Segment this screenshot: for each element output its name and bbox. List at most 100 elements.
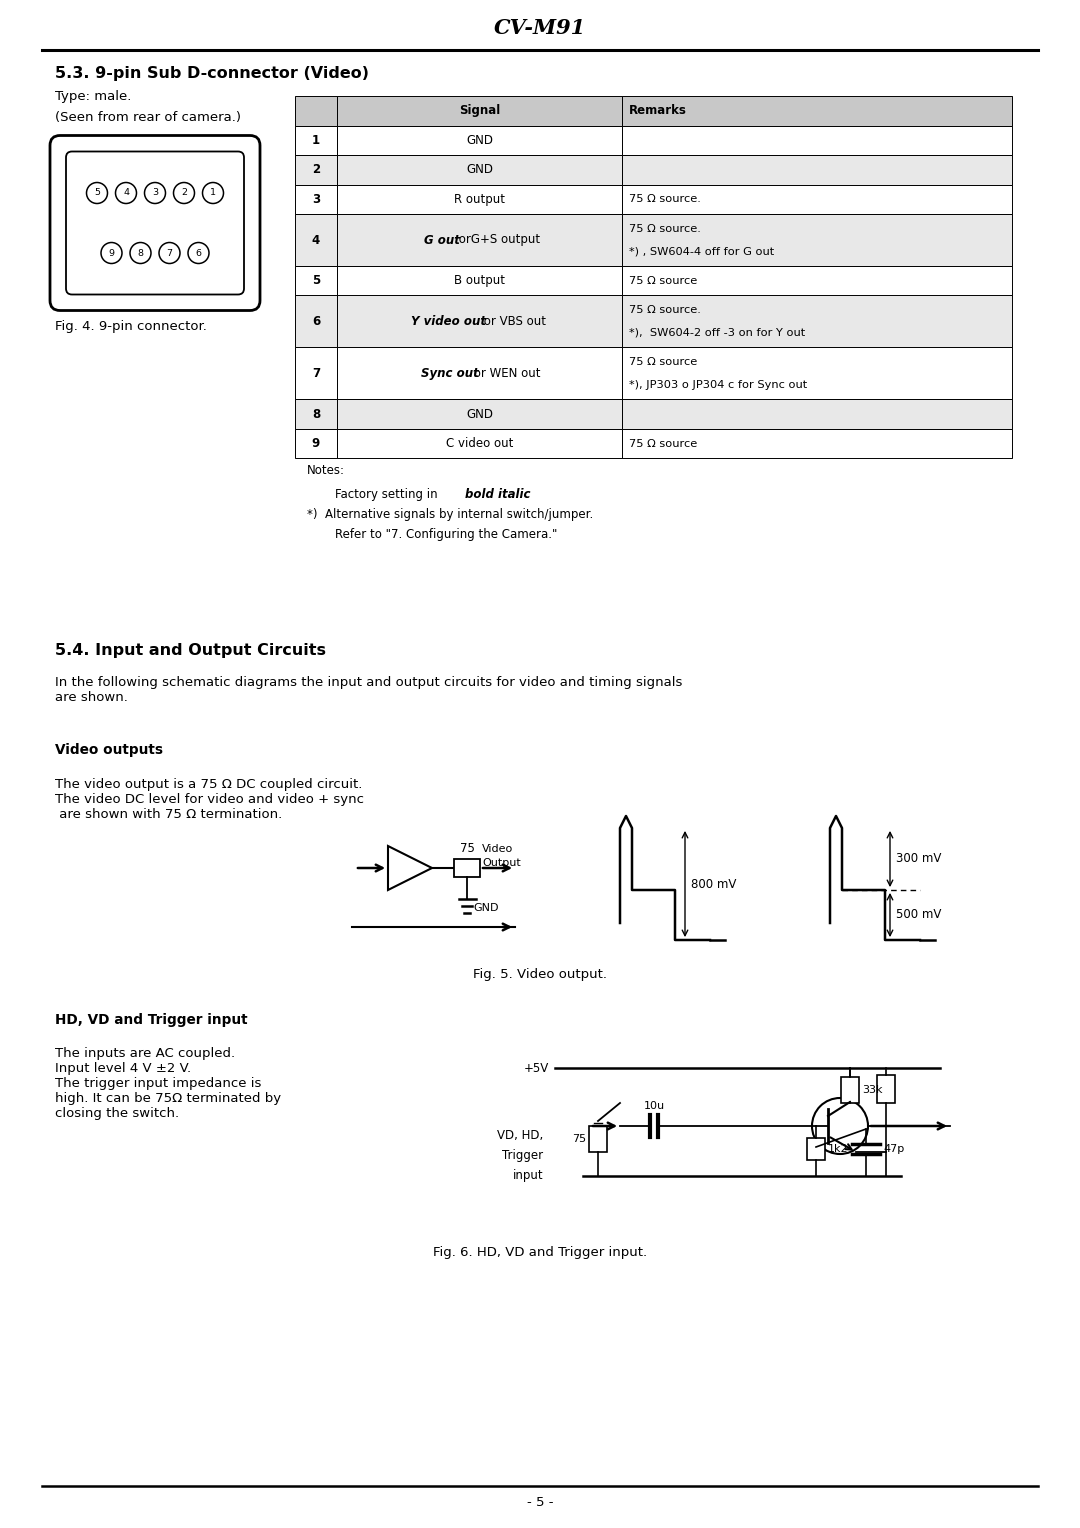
Text: .: . bbox=[525, 489, 529, 501]
Text: 1k2: 1k2 bbox=[828, 1144, 849, 1154]
Text: 2: 2 bbox=[312, 163, 320, 176]
Bar bbox=[841, 1077, 859, 1103]
Circle shape bbox=[159, 243, 180, 263]
Text: 3: 3 bbox=[152, 188, 158, 197]
Text: 2: 2 bbox=[181, 188, 187, 197]
Circle shape bbox=[174, 182, 194, 203]
Text: Y video out: Y video out bbox=[411, 315, 486, 329]
Text: 4: 4 bbox=[123, 188, 129, 197]
Text: 75 Ω source: 75 Ω source bbox=[629, 358, 698, 367]
Text: Video: Video bbox=[482, 843, 513, 854]
Text: Signal: Signal bbox=[459, 104, 500, 118]
Bar bbox=[295, 429, 337, 458]
Text: input: input bbox=[512, 1169, 543, 1183]
Bar bbox=[337, 125, 622, 154]
Text: 75 Ω source: 75 Ω source bbox=[629, 439, 698, 449]
Bar bbox=[622, 399, 1012, 429]
Text: 500 mV: 500 mV bbox=[896, 909, 942, 921]
Bar bbox=[295, 214, 337, 266]
Text: - 5 -: - 5 - bbox=[527, 1496, 553, 1510]
Text: 75 Ω source: 75 Ω source bbox=[629, 275, 698, 286]
Text: 3: 3 bbox=[312, 193, 320, 206]
Text: 8: 8 bbox=[137, 249, 144, 258]
Text: The video output is a 75 Ω DC coupled circuit.
The video DC level for video and : The video output is a 75 Ω DC coupled ci… bbox=[55, 778, 364, 821]
Bar bbox=[337, 295, 622, 347]
Bar bbox=[622, 429, 1012, 458]
Text: Refer to "7. Configuring the Camera.": Refer to "7. Configuring the Camera." bbox=[335, 529, 557, 541]
Text: GND: GND bbox=[465, 408, 492, 420]
Bar bbox=[337, 266, 622, 295]
Text: HD, VD and Trigger input: HD, VD and Trigger input bbox=[55, 1013, 247, 1027]
Text: Fig. 6. HD, VD and Trigger input.: Fig. 6. HD, VD and Trigger input. bbox=[433, 1245, 647, 1259]
Circle shape bbox=[145, 182, 165, 203]
Text: *)  Alternative signals by internal switch/jumper.: *) Alternative signals by internal switc… bbox=[307, 509, 593, 521]
Text: +5V: +5V bbox=[524, 1062, 549, 1074]
Bar bbox=[337, 399, 622, 429]
Bar bbox=[337, 185, 622, 214]
Text: Sync out: Sync out bbox=[420, 367, 478, 380]
Bar bbox=[622, 96, 1012, 125]
Text: B output: B output bbox=[454, 274, 505, 287]
Text: 75: 75 bbox=[572, 1134, 586, 1144]
Circle shape bbox=[102, 243, 122, 263]
Text: (Seen from rear of camera.): (Seen from rear of camera.) bbox=[55, 112, 241, 124]
Text: R output: R output bbox=[454, 193, 505, 206]
Text: 7: 7 bbox=[166, 249, 173, 258]
Text: Output: Output bbox=[482, 859, 521, 868]
Text: 75 Ω source.: 75 Ω source. bbox=[629, 223, 701, 234]
Text: Remarks: Remarks bbox=[629, 104, 687, 118]
Text: *) , SW604-4 off for G out: *) , SW604-4 off for G out bbox=[629, 246, 774, 257]
Text: or WEN out: or WEN out bbox=[470, 367, 541, 380]
Text: Fig. 4. 9-pin connector.: Fig. 4. 9-pin connector. bbox=[55, 319, 207, 333]
Text: 300 mV: 300 mV bbox=[896, 853, 942, 865]
Bar bbox=[337, 214, 622, 266]
Bar bbox=[337, 429, 622, 458]
FancyBboxPatch shape bbox=[50, 136, 260, 310]
Text: 5: 5 bbox=[312, 274, 320, 287]
Text: Video outputs: Video outputs bbox=[55, 743, 163, 756]
Text: GND: GND bbox=[465, 163, 492, 176]
Text: 5.3. 9-pin Sub D-connector (Video): 5.3. 9-pin Sub D-connector (Video) bbox=[55, 66, 369, 81]
Bar bbox=[877, 1076, 895, 1103]
Bar bbox=[295, 154, 337, 185]
Text: 5.4. Input and Output Circuits: 5.4. Input and Output Circuits bbox=[55, 643, 326, 659]
Text: 7: 7 bbox=[312, 367, 320, 380]
Text: orG+S output: orG+S output bbox=[455, 234, 540, 246]
Text: CV-M91: CV-M91 bbox=[494, 18, 586, 38]
Circle shape bbox=[188, 243, 210, 263]
Text: G out: G out bbox=[423, 234, 460, 246]
Text: GND: GND bbox=[465, 134, 492, 147]
Bar bbox=[454, 859, 480, 877]
Text: The inputs are AC coupled.
Input level 4 V ±2 V.
The trigger input impedance is
: The inputs are AC coupled. Input level 4… bbox=[55, 1047, 281, 1120]
Bar bbox=[295, 125, 337, 154]
Bar bbox=[622, 266, 1012, 295]
Text: Fig. 5. Video output.: Fig. 5. Video output. bbox=[473, 969, 607, 981]
Bar bbox=[295, 295, 337, 347]
Bar bbox=[622, 295, 1012, 347]
Bar bbox=[337, 347, 622, 399]
Bar bbox=[589, 1126, 607, 1152]
Text: 9: 9 bbox=[312, 437, 320, 451]
Circle shape bbox=[812, 1099, 868, 1154]
Bar bbox=[622, 347, 1012, 399]
Bar bbox=[622, 214, 1012, 266]
Text: 9: 9 bbox=[108, 249, 114, 258]
Bar bbox=[295, 96, 337, 125]
Text: 33k: 33k bbox=[862, 1085, 882, 1096]
Text: VD, HD,: VD, HD, bbox=[497, 1129, 543, 1143]
Text: 4: 4 bbox=[312, 234, 320, 246]
Bar bbox=[295, 399, 337, 429]
Bar bbox=[295, 185, 337, 214]
Text: Type: male.: Type: male. bbox=[55, 90, 132, 102]
Text: Notes:: Notes: bbox=[307, 465, 345, 477]
Bar bbox=[337, 96, 622, 125]
Bar bbox=[295, 266, 337, 295]
Circle shape bbox=[86, 182, 108, 203]
Circle shape bbox=[130, 243, 151, 263]
Bar bbox=[295, 347, 337, 399]
Bar bbox=[622, 154, 1012, 185]
Text: bold italic: bold italic bbox=[465, 489, 530, 501]
Text: C video out: C video out bbox=[446, 437, 513, 451]
Text: 1: 1 bbox=[312, 134, 320, 147]
Text: GND: GND bbox=[473, 903, 499, 914]
